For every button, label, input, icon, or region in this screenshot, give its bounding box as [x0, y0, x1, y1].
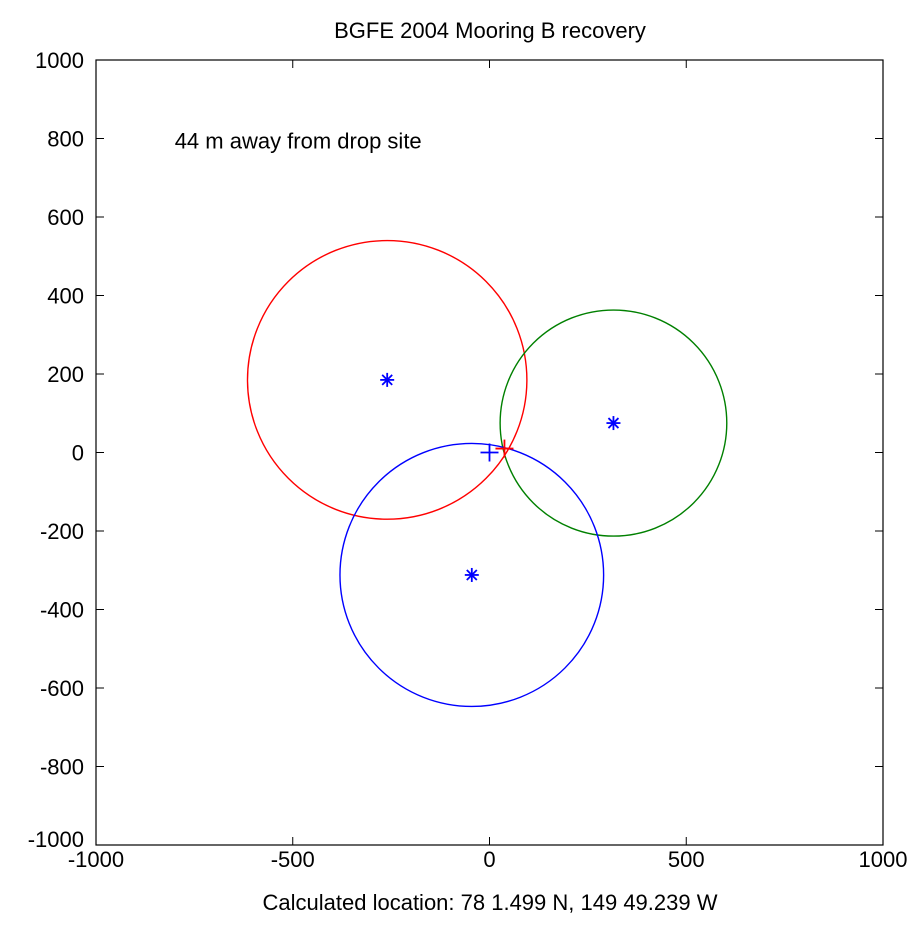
y-tick-label: 800 [47, 127, 84, 152]
calculated-location-marker [495, 439, 514, 458]
x-tick-label: -1000 [68, 847, 124, 872]
asterisk-stroke [607, 417, 620, 429]
range-circle [246, 239, 528, 520]
distance-annotation: 44 m away from drop site [175, 128, 422, 153]
range-circle [499, 309, 728, 537]
range-circles [246, 239, 728, 708]
y-tick-label: -400 [40, 598, 84, 623]
y-tick-label: -800 [40, 755, 84, 780]
y-tick-label: 400 [47, 284, 84, 309]
center-asterisk-marker [380, 372, 395, 387]
x-axis-label: Calculated location: 78 1.499 N, 149 49.… [263, 890, 718, 915]
range-circle [339, 442, 605, 708]
y-tick-label: 1000 [35, 48, 84, 73]
y-tick-labels: -1000 -800 -600 -400 -200 0 200 400 600 800 1000 [28, 48, 84, 852]
drop-site-marker [480, 443, 499, 462]
asterisk-stroke [466, 569, 478, 581]
x-tick-label: 0 [483, 847, 495, 872]
chart-title: BGFE 2004 Mooring B recovery [334, 18, 646, 43]
axis-ticks [95, 59, 884, 846]
y-tick-label: 200 [47, 362, 84, 387]
y-tick-label: 0 [72, 441, 84, 466]
center-asterisk-marker [464, 567, 479, 582]
markers [380, 372, 621, 582]
asterisk-stroke [381, 374, 393, 386]
center-asterisk-marker [606, 416, 621, 431]
x-tick-label: -500 [271, 847, 315, 872]
x-tick-label: 500 [668, 847, 705, 872]
y-tick-label: -600 [40, 676, 84, 701]
x-tick-label: 1000 [859, 847, 908, 872]
y-tick-label: -200 [40, 519, 84, 544]
y-tick-label: 600 [47, 205, 84, 230]
y-tick-label: -1000 [28, 827, 84, 852]
x-tick-labels: -1000 -500 0 500 1000 [68, 847, 908, 872]
